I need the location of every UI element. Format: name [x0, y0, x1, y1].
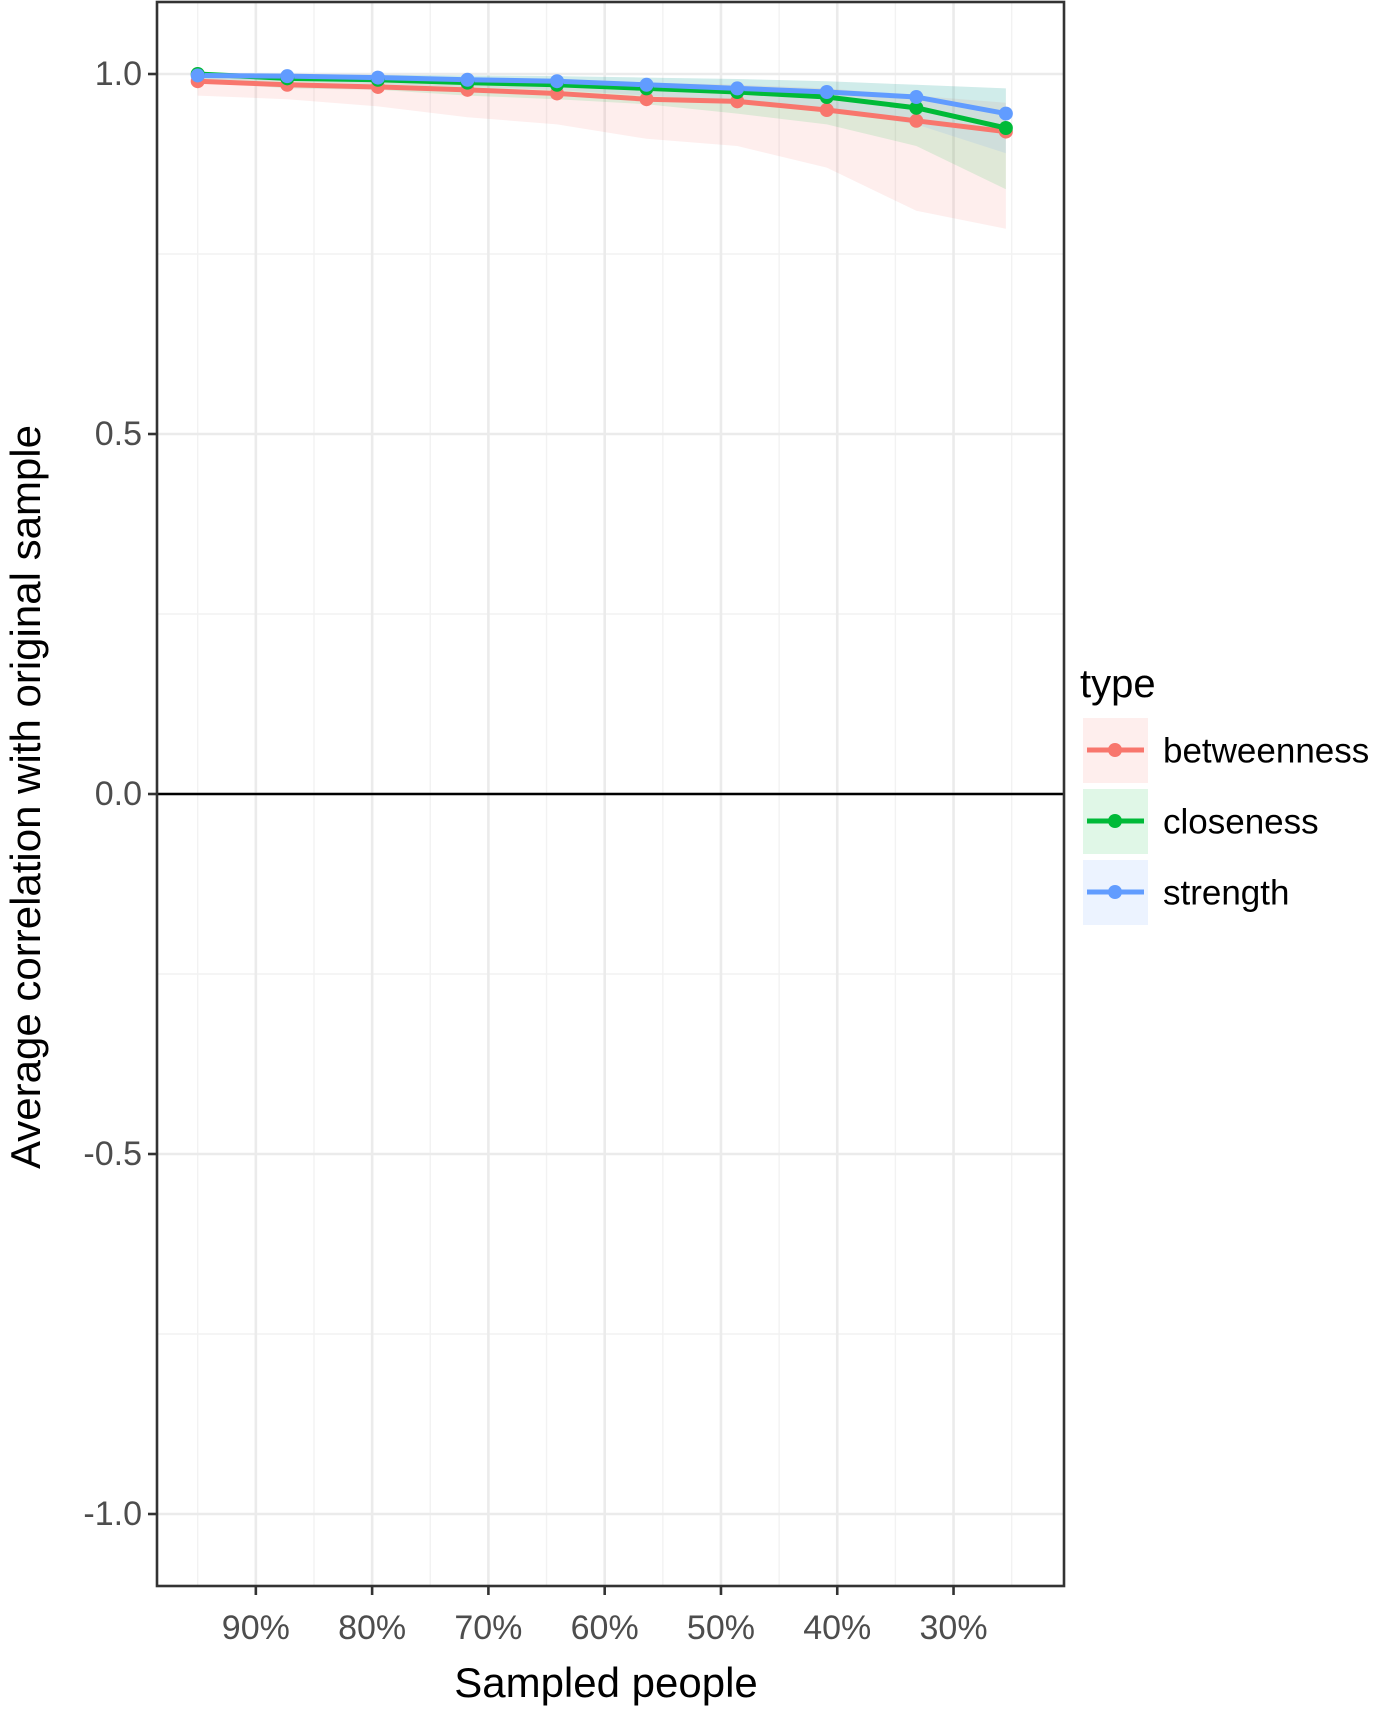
series-points: [190, 67, 1013, 139]
legend-label-strength: strength: [1163, 874, 1289, 913]
point-betweenness: [819, 103, 834, 117]
point-strength: [190, 68, 205, 83]
point-strength: [550, 74, 565, 89]
point-betweenness: [909, 113, 924, 128]
line-strength: [197, 72, 1007, 117]
point-strength: [909, 90, 924, 105]
legend-key-point: [1108, 743, 1122, 757]
line-betweenness: [197, 78, 1007, 135]
legend-key-point: [1108, 814, 1122, 828]
y-tick-label: -0.5: [83, 1135, 142, 1173]
legend-label-closeness: closeness: [1163, 803, 1319, 842]
y-tick-label: -1.0: [83, 1495, 142, 1533]
point-strength: [280, 69, 295, 84]
legend-title: type: [1080, 662, 1156, 706]
y-axis-title: Average correlation with original sample: [2, 425, 49, 1169]
x-tick-label: 70%: [454, 1609, 522, 1647]
legend-keys: betweenness closeness strength: [1083, 718, 1369, 925]
series-lines: [197, 71, 1007, 135]
y-axis-ticks: 1.0 0.5 0.0 -0.5 -1.0: [83, 55, 157, 1533]
point-strength: [730, 81, 745, 96]
point-strength: [639, 77, 654, 92]
point-betweenness: [639, 92, 654, 107]
y-tick-label: 1.0: [95, 55, 142, 93]
x-tick-label: 60%: [571, 1609, 639, 1647]
x-tick-label: 50%: [687, 1609, 755, 1647]
point-closeness: [998, 121, 1013, 135]
y-tick-label: 0.0: [95, 775, 142, 813]
ribbon-closeness: [197, 74, 1006, 190]
x-axis-ticks: 90% 80% 70% 60% 50% 40% 30%: [222, 1586, 988, 1647]
x-axis-title: Sampled people: [454, 1659, 758, 1706]
legend: type betweenness closeness strength: [1080, 662, 1369, 925]
ribbon-betweenness: [197, 74, 1006, 229]
legend-key-point: [1108, 885, 1122, 899]
point-strength: [460, 72, 475, 87]
point-closeness: [909, 100, 924, 115]
x-tick-label: 30%: [920, 1609, 988, 1647]
point-strength: [370, 70, 385, 85]
point-strength: [819, 85, 834, 99]
point-strength: [998, 106, 1013, 121]
x-tick-label: 90%: [222, 1609, 290, 1647]
x-tick-label: 80%: [338, 1609, 406, 1647]
legend-label-betweenness: betweenness: [1163, 732, 1369, 771]
x-tick-label: 40%: [803, 1609, 871, 1647]
y-tick-label: 0.5: [95, 415, 142, 453]
